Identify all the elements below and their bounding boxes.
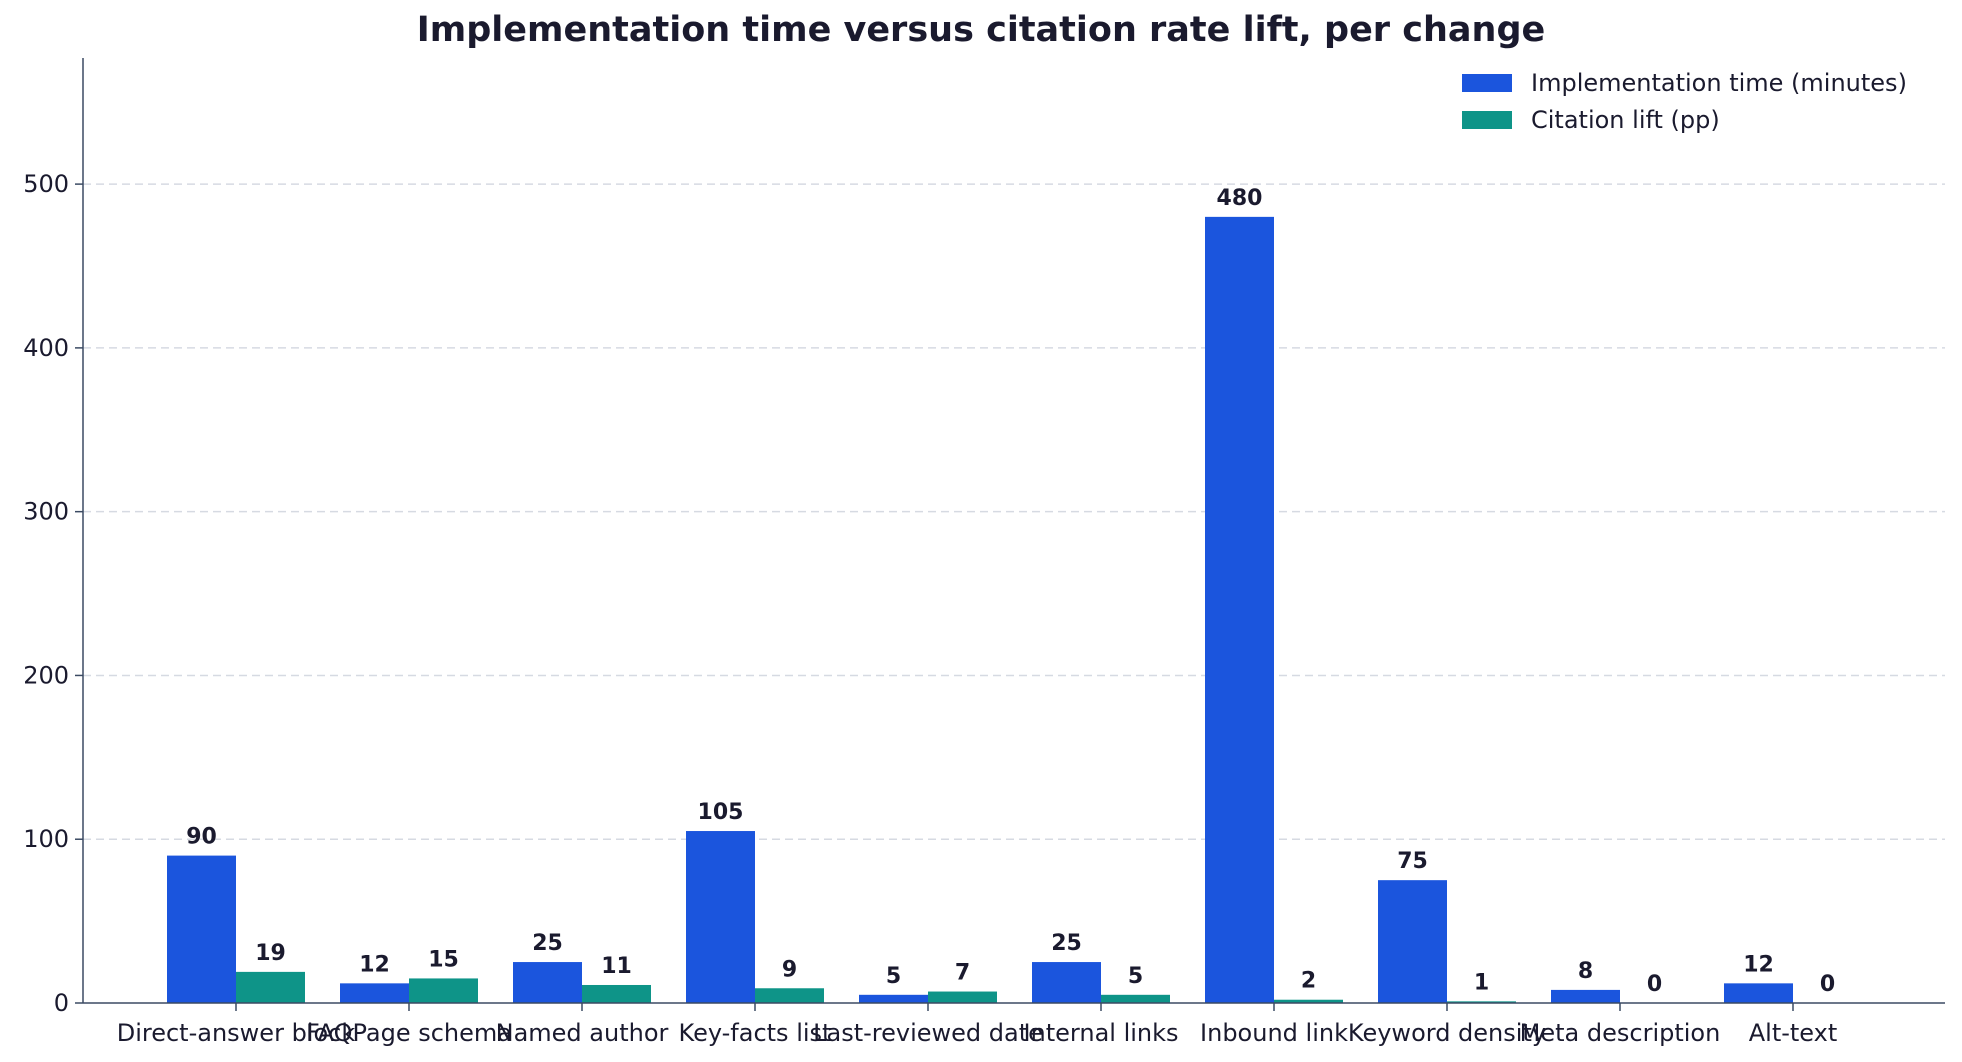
x-tick-label: Key-facts list bbox=[679, 1019, 832, 1047]
bar-citation-lift bbox=[1101, 994, 1170, 1003]
bar-implementation-time bbox=[513, 962, 582, 1003]
data-label: 15 bbox=[428, 947, 459, 972]
data-label: 90 bbox=[186, 825, 217, 850]
data-label: 7 bbox=[955, 961, 970, 986]
data-label: 105 bbox=[698, 800, 744, 825]
x-tick-label: Last-reviewed date bbox=[813, 1019, 1043, 1047]
chart-title: Implementation time versus citation rate… bbox=[416, 10, 1546, 50]
y-tick-label: 300 bbox=[23, 498, 69, 526]
bar-citation-lift bbox=[409, 978, 478, 1003]
bar-citation-lift bbox=[1274, 999, 1343, 1003]
data-label: 25 bbox=[1051, 931, 1082, 956]
bar-implementation-time bbox=[167, 855, 236, 1003]
x-tick-label: Inbound link bbox=[1200, 1019, 1348, 1047]
data-label: 8 bbox=[1578, 959, 1593, 984]
y-tick-label: 200 bbox=[23, 661, 69, 689]
data-labels: 90 19 12 15 25 11 105 9 5 7 25 5 480 2 75 1 8 0 12 0 bbox=[186, 186, 1835, 997]
bar-implementation-time bbox=[859, 994, 928, 1003]
bar-implementation-time bbox=[340, 983, 409, 1003]
bar-implementation-time bbox=[1205, 216, 1274, 1004]
data-label: 19 bbox=[255, 941, 286, 966]
data-label: 5 bbox=[886, 964, 901, 989]
data-label: 11 bbox=[601, 954, 632, 979]
x-tick-label: Keyword density bbox=[1348, 1019, 1546, 1047]
bar-citation-lift bbox=[1447, 1001, 1516, 1003]
data-label: 12 bbox=[1743, 952, 1774, 977]
data-label: 2 bbox=[1301, 969, 1316, 994]
bar-implementation-time bbox=[1724, 983, 1793, 1003]
data-label: 1 bbox=[1474, 970, 1489, 995]
y-tick-label: 0 bbox=[54, 989, 69, 1017]
bar-implementation-time bbox=[1378, 880, 1447, 1003]
y-tick-label: 400 bbox=[23, 334, 69, 362]
legend-label: Implementation time (minutes) bbox=[1531, 69, 1907, 97]
data-label: 9 bbox=[782, 957, 797, 982]
y-tick-label: 500 bbox=[23, 170, 69, 198]
data-label: 12 bbox=[359, 952, 390, 977]
legend-label: Citation lift (pp) bbox=[1531, 106, 1720, 134]
bar-implementation-time bbox=[1551, 989, 1620, 1003]
grid-lines bbox=[83, 183, 1945, 840]
bar-citation-lift bbox=[755, 988, 824, 1003]
data-label: 480 bbox=[1217, 186, 1263, 211]
bar-citation-lift bbox=[928, 991, 997, 1003]
y-tick-label: 100 bbox=[23, 825, 69, 853]
legend-swatch bbox=[1462, 74, 1512, 92]
bar-implementation-time bbox=[686, 831, 755, 1003]
x-tick-label: Direct-answer block bbox=[117, 1019, 356, 1047]
legend: Implementation time (minutes) Citation li… bbox=[1462, 69, 1907, 134]
x-tick-label: Internal links bbox=[1023, 1019, 1178, 1047]
x-tick-label: Alt-text bbox=[1749, 1019, 1838, 1047]
bar-implementation-time bbox=[1032, 962, 1101, 1003]
data-label: 25 bbox=[532, 931, 563, 956]
data-label: 0 bbox=[1820, 972, 1835, 997]
legend-swatch bbox=[1462, 111, 1512, 129]
bar-citation-lift bbox=[236, 971, 305, 1003]
x-tick-label: Meta description bbox=[1520, 1019, 1721, 1047]
x-tick-label: Named author bbox=[496, 1019, 669, 1047]
data-label: 0 bbox=[1647, 972, 1662, 997]
data-label: 5 bbox=[1128, 964, 1143, 989]
data-label: 75 bbox=[1397, 849, 1428, 874]
x-tick-label: FAQPage schema bbox=[306, 1019, 512, 1047]
bar-citation-lift bbox=[582, 984, 651, 1003]
bars bbox=[167, 216, 1793, 1004]
